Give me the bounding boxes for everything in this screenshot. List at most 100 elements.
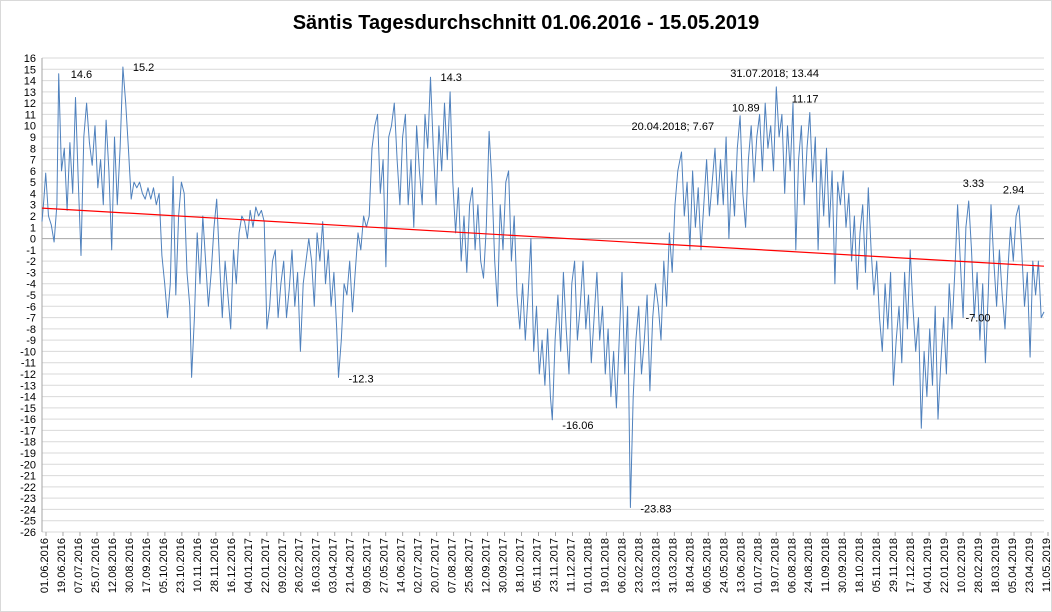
x-tick-label: 27.05.2017: [379, 538, 391, 593]
x-tick-label: 31.03.2018: [667, 538, 679, 593]
x-tick-label: 14.06.2017: [396, 538, 408, 593]
x-tick-label: 12.08.2016: [107, 538, 119, 593]
x-tick-label: 23.04.2019: [1024, 538, 1036, 593]
x-tick-label: 24.08.2018: [803, 538, 815, 593]
x-tick-label: 18.10.2017: [515, 538, 527, 593]
data-label: 11.17: [792, 94, 819, 106]
x-tick-label: 11.05.2019: [1041, 538, 1052, 592]
x-axis-tick-labels: 01.06.2016 19.06.2016 07.07.2016 25.07.2016…: [39, 538, 1052, 593]
y-tick-label: 12: [24, 98, 36, 110]
x-tick-label: 18.04.2018: [684, 538, 696, 593]
x-tick-label: 19.07.2018: [769, 538, 781, 593]
x-tick-label: 01.06.2016: [39, 538, 51, 593]
x-tick-label: 10.11.2016: [192, 538, 204, 592]
data-label: 2.94: [1003, 184, 1024, 196]
x-tick-label: 23.11.2017: [548, 538, 560, 592]
data-label: -16.06: [562, 420, 593, 432]
data-label: 20.04.2018; 7.67: [631, 121, 714, 133]
y-tick-label: -22: [20, 482, 36, 494]
x-tick-label: 09.05.2017: [362, 538, 374, 593]
x-tick-label: 17.09.2016: [141, 538, 153, 593]
y-tick-label: -2: [26, 256, 36, 268]
y-tick-label: -6: [26, 301, 36, 313]
x-tick-label: 05.11.2018: [871, 538, 883, 592]
y-tick-label: 7: [30, 155, 36, 167]
x-tick-label: 13.03.2018: [650, 538, 662, 593]
y-tick-label: 9: [30, 132, 36, 144]
y-tick-label: 1: [30, 222, 36, 234]
data-label: 14.3: [441, 72, 462, 84]
y-tick-label: 14: [24, 76, 36, 88]
x-tick-label: 09.02.2017: [277, 538, 289, 593]
x-tick-label: 28.11.2016: [209, 538, 221, 592]
y-axis-tick-labels: 161514131211109876543210-1-2-3-4-5-6-7-8…: [20, 53, 36, 539]
temperature-series-line: [41, 66, 1045, 508]
x-tick-label: 12.09.2017: [481, 538, 493, 593]
y-tick-label: -26: [20, 527, 36, 539]
x-tick-label: 06.08.2018: [786, 538, 798, 593]
y-tick-label: -15: [20, 403, 36, 415]
x-tick-label: 18.03.2019: [990, 538, 1002, 593]
x-tick-label: 20.07.2017: [430, 538, 442, 593]
x-tick-label: 16.12.2016: [226, 538, 238, 593]
x-tick-label: 01.01.2018: [582, 538, 594, 593]
y-tick-label: 5: [30, 177, 36, 189]
x-tick-label: 25.07.2016: [90, 538, 102, 593]
x-tick-label: 30.08.2016: [124, 538, 136, 593]
x-tick-label: 21.04.2017: [345, 538, 357, 593]
y-tick-label: 15: [24, 64, 36, 76]
x-tick-label: 26.02.2017: [294, 538, 306, 593]
data-label: -23.83: [640, 504, 671, 516]
x-tick-label: 05.10.2016: [158, 538, 170, 593]
x-tick-label: 22.01.2019: [939, 538, 951, 593]
data-label: 10.89: [732, 103, 760, 115]
y-tick-label: -20: [20, 459, 36, 471]
y-tick-label: 6: [30, 166, 36, 178]
x-tick-label: 04.01.2019: [922, 538, 934, 593]
y-tick-label: -3: [26, 267, 36, 279]
y-tick-label: -13: [20, 380, 36, 392]
y-tick-label: -23: [20, 493, 36, 505]
x-tick-label: 24.05.2018: [718, 538, 730, 593]
y-tick-label: 16: [24, 53, 36, 65]
x-tick-label: 03.04.2017: [328, 538, 340, 593]
y-tick-label: -10: [20, 346, 36, 358]
data-label: 15.2: [133, 62, 154, 74]
y-tick-label: 3: [30, 200, 36, 212]
y-tick-label: -18: [20, 437, 36, 449]
y-tick-label: -19: [20, 448, 36, 460]
x-tick-label: 30.09.2018: [837, 538, 849, 593]
x-tick-label: 04.01.2017: [243, 538, 255, 593]
y-tick-label: 4: [30, 188, 36, 200]
trendline: [41, 207, 1045, 267]
y-tick-label: -9: [26, 335, 36, 347]
x-tick-label: 10.02.2019: [956, 538, 968, 593]
y-tick-label: -4: [26, 279, 36, 291]
y-tick-label: -16: [20, 414, 36, 426]
x-tick-label: 29.11.2018: [888, 538, 900, 592]
y-tick-label: 2: [30, 211, 36, 223]
y-tick-label: 0: [30, 234, 36, 246]
x-tick-label: 30.09.2017: [498, 538, 510, 593]
data-label: 3.33: [963, 178, 984, 190]
y-tick-label: 8: [30, 143, 36, 155]
y-tick-label: -25: [20, 516, 36, 528]
y-tick-label: 10: [24, 121, 36, 133]
data-label: 14.6: [71, 69, 92, 81]
x-tick-label: 11.09.2018: [820, 538, 832, 592]
y-tick-label: -1: [26, 245, 36, 257]
y-tick-label: -24: [20, 504, 36, 516]
x-tick-label: 06.02.2018: [616, 538, 628, 593]
x-tick-label: 25.08.2017: [464, 538, 476, 593]
y-tick-label: -14: [20, 392, 36, 404]
y-tick-label: -11: [21, 358, 36, 370]
x-tick-label: 23.10.2016: [175, 538, 187, 593]
x-tick-label: 22.01.2017: [260, 538, 272, 593]
x-tick-label: 07.07.2016: [73, 538, 85, 593]
x-tick-label: 23.02.2018: [633, 538, 645, 593]
chart-title: Säntis Tagesdurchschnitt 01.06.2016 - 15…: [292, 12, 760, 34]
y-tick-label: -7: [26, 313, 36, 325]
annotations-group: 14.6 15.2 -12.3 14.3 -16.06 -23.83 20.04.2018;…: [71, 62, 1025, 515]
y-tick-label: 13: [24, 87, 36, 99]
